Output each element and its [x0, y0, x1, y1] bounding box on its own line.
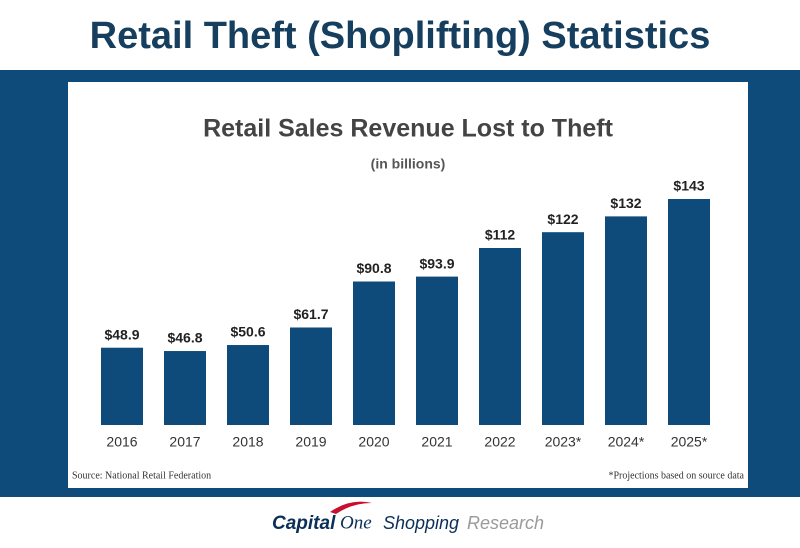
chart-subtitle: (in billions) — [371, 156, 446, 172]
x-tick-label: 2019 — [295, 434, 326, 450]
logo-swoosh — [330, 501, 372, 514]
bar — [416, 276, 458, 425]
x-tick-label: 2021 — [421, 434, 452, 450]
bar — [164, 351, 206, 425]
bar — [605, 216, 647, 425]
projection-note: *Projections based on source data — [608, 470, 744, 481]
x-tick-label: 2016 — [106, 434, 137, 450]
x-tick-label: 2025* — [671, 434, 708, 450]
bar — [227, 345, 269, 425]
bar — [290, 327, 332, 425]
x-tick-label: 2022 — [484, 434, 515, 450]
value-label: $90.8 — [356, 260, 391, 276]
value-label: $50.6 — [230, 324, 265, 340]
brand-shopping: Shopping — [383, 513, 459, 533]
value-label: $61.7 — [293, 306, 328, 322]
bar — [353, 281, 395, 425]
value-label: $46.8 — [167, 330, 202, 346]
value-label: $48.9 — [104, 326, 139, 342]
value-label: $112 — [485, 227, 516, 243]
x-tick-label: 2020 — [358, 434, 389, 450]
page-heading: Retail Theft (Shoplifting) Statistics — [90, 15, 711, 57]
value-label: $132 — [610, 195, 641, 211]
bar — [542, 232, 584, 425]
x-tick-label: 2023* — [545, 434, 582, 450]
bar — [479, 247, 521, 425]
bar — [668, 199, 710, 425]
footer-logo: Capital One Shopping Research — [272, 501, 544, 534]
brand-capital: Capital — [272, 513, 336, 534]
brand-one: One — [340, 512, 372, 533]
chart-title: Retail Sales Revenue Lost to Theft — [203, 115, 613, 143]
brand-research: Research — [467, 513, 544, 533]
value-label: $143 — [673, 178, 704, 194]
bar — [101, 347, 143, 425]
x-tick-label: 2024* — [608, 434, 645, 450]
source-note: Source: National Retail Federation — [72, 470, 211, 481]
x-tick-label: 2018 — [232, 434, 263, 450]
value-label: $122 — [547, 211, 578, 227]
x-tick-label: 2017 — [169, 434, 200, 450]
value-label: $93.9 — [419, 255, 454, 271]
